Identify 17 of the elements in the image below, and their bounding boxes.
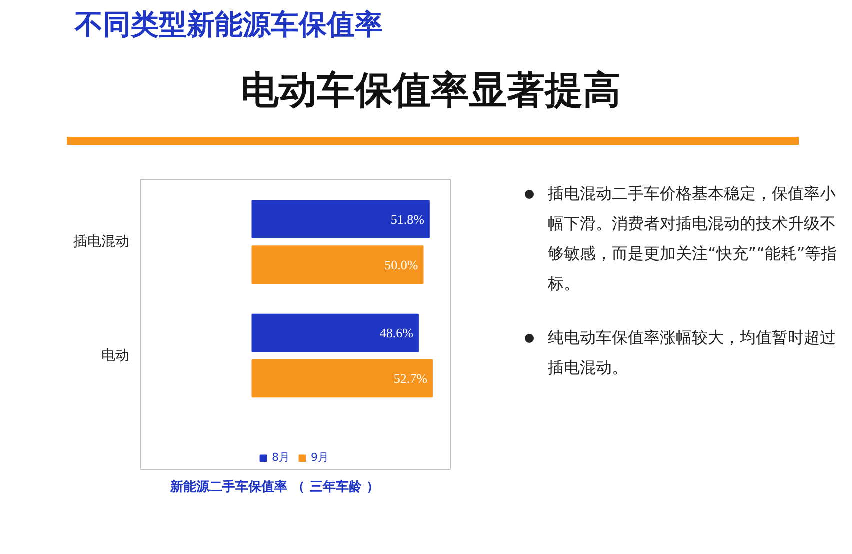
bar: [252, 246, 424, 284]
bar: [252, 359, 433, 398]
text: 插电混动二手车价格基本稳定，保值率小幅下滑。消费者对插电混动的技术升级不够敏感，而是更加关注“快充”“能耗”等指标。: [548, 183, 838, 295]
legend-label: 9月: [311, 450, 330, 465]
text: 纯电动车保值率涨幅较大，均值暂时超过插电混动。: [548, 327, 837, 379]
y-tick-label: 插电混动: [74, 234, 130, 250]
data-label: 50.0%: [384, 257, 418, 272]
text: 新能源二手车保值率 （ 三年车龄 ）: [170, 479, 380, 497]
data-label: 48.6%: [380, 326, 414, 341]
bar: [252, 200, 430, 238]
text: 不同类型新能源车保值率: [74, 7, 383, 43]
bar: [252, 314, 419, 352]
data-label: 51.8%: [390, 212, 425, 227]
data-label: 52.7%: [394, 371, 428, 386]
text: 电动车保值率显著提高: [240, 67, 622, 114]
y-tick-label: 电动: [102, 348, 130, 364]
legend-label: 8月: [272, 450, 291, 465]
